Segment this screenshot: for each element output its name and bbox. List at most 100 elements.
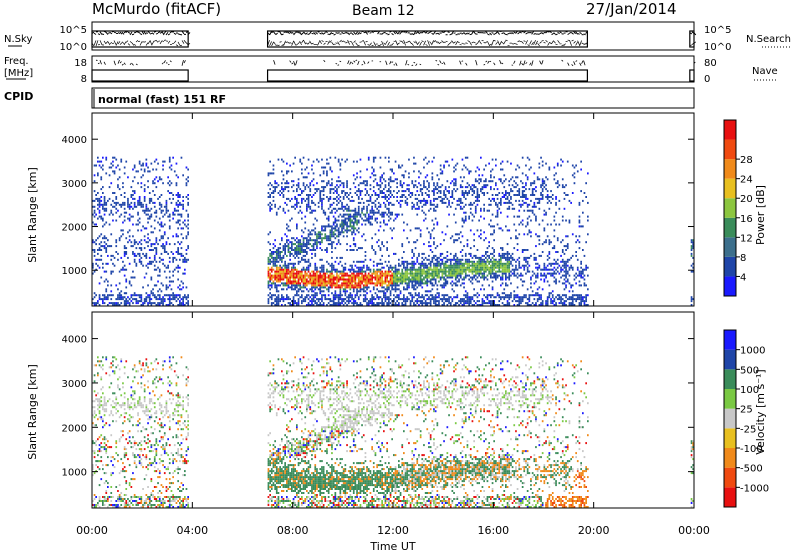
range-gate-cell <box>170 201 173 204</box>
range-gate-cell <box>306 294 308 297</box>
range-gate-cell <box>468 304 470 306</box>
range-gate-cell <box>284 304 286 306</box>
range-gate-cell <box>384 197 387 200</box>
range-gate-cell <box>434 298 437 301</box>
range-gate-cell <box>329 284 332 287</box>
range-gate-cell <box>331 274 333 277</box>
range-gate-cell <box>147 221 149 224</box>
range-gate-cell <box>317 278 320 281</box>
range-gate-cell <box>269 249 271 251</box>
range-gate-cell <box>361 260 363 263</box>
range-gate-cell <box>408 298 410 301</box>
range-gate-cell <box>98 247 101 250</box>
range-gate-cell <box>269 188 271 191</box>
range-gate-cell <box>344 290 347 293</box>
range-gate-cell <box>322 268 325 271</box>
range-gate-cell <box>150 231 153 234</box>
range-gate-cell <box>286 298 288 301</box>
range-gate-cell <box>326 282 328 285</box>
range-gate-cell <box>414 184 417 187</box>
range-gate-cell <box>453 290 455 293</box>
range-gate-cell <box>359 302 362 305</box>
range-gate-cell <box>441 184 444 187</box>
range-gate-cell <box>132 245 134 248</box>
range-gate-cell <box>384 274 387 277</box>
range-gate-cell <box>431 258 434 261</box>
nsearch-trace-segment <box>271 41 274 47</box>
range-gate-cell <box>175 174 178 177</box>
range-gate-cell <box>453 239 455 242</box>
range-gate-cell <box>292 237 295 240</box>
range-gate-cell <box>419 282 422 285</box>
range-gate-cell <box>291 205 293 208</box>
range-gate-cell <box>272 251 275 253</box>
range-gate-cell <box>118 304 121 306</box>
nave-trace-segment <box>465 62 468 66</box>
range-gate-cell <box>311 209 313 212</box>
range-gate-cell <box>286 294 288 297</box>
range-gate-cell <box>123 196 126 198</box>
range-gate-cell <box>431 256 434 259</box>
range-gate-cell <box>277 276 280 279</box>
range-gate-cell <box>301 245 303 248</box>
range-gate-cell <box>349 296 352 299</box>
range-gate-cell <box>294 300 296 303</box>
nsearch-trace-segment <box>181 40 185 44</box>
range-gate-cell <box>299 288 302 291</box>
range-gate-cell <box>367 268 370 271</box>
range-gate-cell <box>297 239 300 242</box>
range-gate-cell <box>177 235 179 238</box>
range-gate-cell <box>414 207 417 210</box>
range-gate-cell <box>449 182 452 185</box>
range-gate-cell <box>478 258 480 261</box>
range-gate-cell <box>474 268 477 271</box>
range-gate-cell <box>372 288 375 291</box>
range-gate-cell <box>394 304 397 306</box>
range-gate-cell <box>421 262 424 265</box>
range-gate-cell <box>344 286 347 289</box>
range-gate-cell <box>384 272 387 275</box>
range-gate-cell <box>461 300 464 303</box>
range-gate-cell <box>466 266 469 269</box>
range-gate-cell <box>347 274 350 277</box>
range-gate-cell <box>431 160 434 163</box>
range-gate-cell <box>401 256 404 259</box>
range-gate-cell <box>302 237 305 240</box>
range-gate-cell <box>344 284 347 287</box>
range-gate-cell <box>388 182 390 185</box>
range-gate-cell <box>294 276 296 279</box>
nsky-trace-segment <box>399 31 402 35</box>
range-gate-cell <box>306 252 308 255</box>
range-gate-cell <box>281 272 283 275</box>
range-gate-cell <box>339 292 342 295</box>
range-gate-cell <box>93 292 96 295</box>
nsky-trace-segment <box>105 31 109 35</box>
range-gate-cell <box>361 272 363 275</box>
range-gate-cell <box>352 249 355 251</box>
range-gate-cell <box>423 158 425 161</box>
nave-trace-segment <box>335 62 338 65</box>
range-gate-cell <box>352 270 355 273</box>
range-gate-cell <box>341 231 343 234</box>
range-gate-cell <box>334 284 337 287</box>
range-gate-cell <box>282 298 285 301</box>
nsearch-trace-segment <box>387 41 390 46</box>
range-gate-cell <box>347 286 350 289</box>
range-gate-cell <box>377 268 380 271</box>
range-gate-cell <box>424 280 427 283</box>
range-gate-cell <box>132 180 134 183</box>
range-gate-cell <box>304 199 307 202</box>
range-gate-cell <box>448 266 450 269</box>
range-gate-cell <box>391 180 393 183</box>
range-gate-cell <box>329 237 332 240</box>
nave-trace-segment <box>135 63 138 66</box>
range-gate-cell <box>145 272 148 275</box>
range-gate-cell <box>133 241 136 244</box>
range-gate-cell <box>337 276 340 279</box>
range-gate-cell <box>372 209 375 212</box>
range-gate-cell <box>282 178 285 181</box>
range-gate-cell <box>98 164 101 167</box>
range-gate-cell <box>401 272 404 275</box>
range-gate-cell <box>334 260 337 263</box>
range-gate-cell <box>374 251 377 253</box>
